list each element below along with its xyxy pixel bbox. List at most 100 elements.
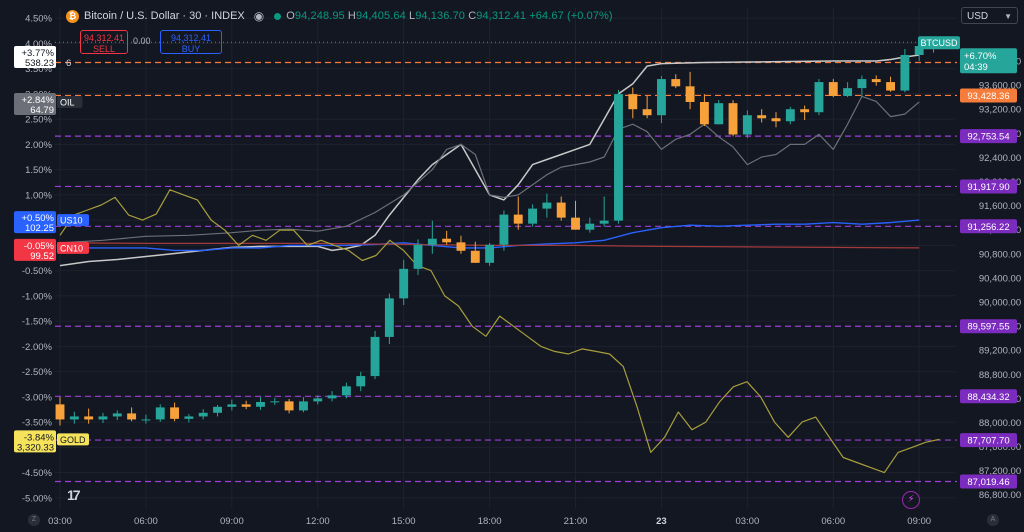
price-level-label: 87,707.70 xyxy=(960,433,1017,448)
price-level-label: 91,917.90 xyxy=(960,179,1017,194)
price-level-label: 89,597.55 xyxy=(960,319,1017,334)
price-level-label-text: 91,917.90 xyxy=(967,182,1009,193)
buy-price: 94,312.41 xyxy=(170,33,212,43)
left-axis-tick: 2.00% xyxy=(25,140,52,151)
zoom-reset-button[interactable]: Z xyxy=(28,514,40,526)
left-axis-tick: -1.00% xyxy=(22,291,53,302)
candle-body xyxy=(84,416,94,420)
left-axis-tick: -3.00% xyxy=(22,392,53,403)
price-level-label: 93,428.36 xyxy=(960,88,1017,103)
candle-body xyxy=(771,118,781,122)
overlay-name-gold: GOLD xyxy=(60,435,86,445)
overlay-name-bg xyxy=(57,433,89,446)
x-axis-tick: 12:00 xyxy=(306,516,330,527)
candle-body xyxy=(828,82,838,96)
currency-selector[interactable]: USD ▼ xyxy=(961,7,1018,24)
overlay-name-bg xyxy=(57,241,89,254)
candle-body xyxy=(256,401,265,407)
candle-body xyxy=(170,407,180,419)
candle-body xyxy=(98,416,108,420)
chart-header: ₿ Bitcoin / U.S. Dollar · 30 · INDEX ◉ O… xyxy=(0,6,613,26)
overlay-name-us10: US10 xyxy=(60,216,83,226)
sell-button[interactable]: 94,312.41 SELL xyxy=(80,30,128,54)
candle-body xyxy=(513,214,523,224)
overlay-name-bg xyxy=(57,95,83,108)
left-axis-tick: -0.50% xyxy=(22,266,53,277)
candle-body xyxy=(241,404,251,407)
tradingview-logo[interactable]: 17 xyxy=(67,487,81,503)
candle-body xyxy=(413,244,423,269)
candle-body xyxy=(470,250,480,263)
right-axis-tick: 86,800.00 xyxy=(979,490,1021,501)
currency-value: USD xyxy=(967,11,989,22)
price-level-label-text: 91,256.22 xyxy=(967,222,1009,233)
candle-body xyxy=(657,79,666,116)
x-axis-tick: 23 xyxy=(656,516,667,527)
right-axis-tick: 93,600.00 xyxy=(979,81,1021,92)
candle-body xyxy=(69,416,79,420)
overlay-name-oil: OIL xyxy=(60,97,75,107)
candle-body xyxy=(198,412,208,417)
left-axis-tick: 4.50% xyxy=(25,14,52,25)
price-level-label-bg xyxy=(960,433,1017,448)
right-axis-tick: 87,200.00 xyxy=(979,466,1021,477)
candle-body xyxy=(399,268,409,299)
buy-button[interactable]: 94,312.41 BUY xyxy=(160,30,222,54)
right-axis-tick: 87,600.00 xyxy=(979,442,1021,453)
candle-body xyxy=(914,46,924,55)
candle-body xyxy=(671,79,681,87)
price-level-label: 88,434.32 xyxy=(960,389,1017,404)
overlay-legend-value: 3,320.33 xyxy=(17,442,54,453)
overlay-legend-change: -0.05% xyxy=(24,241,55,252)
overlay-legend-value: 64.79 xyxy=(30,105,54,116)
candle-body xyxy=(857,79,867,89)
candle-body xyxy=(871,79,881,83)
candle-body xyxy=(886,82,895,91)
candle-body xyxy=(456,242,466,251)
candle-body xyxy=(155,407,165,420)
overlay-legend-label: -0.05%99.52 CN10 xyxy=(14,238,89,262)
price-level-label-bg xyxy=(960,88,1017,103)
candle-body xyxy=(485,244,495,263)
overlay-legend-change: +0.50% xyxy=(22,213,55,224)
price-level-label: 92,753.54 xyxy=(960,129,1017,144)
overlay-legend-bg xyxy=(14,238,56,261)
candle-body xyxy=(542,202,552,209)
candle-body xyxy=(270,401,280,403)
x-axis-tick: 21:00 xyxy=(564,516,588,527)
x-axis-tick: 09:00 xyxy=(220,516,244,527)
candle-body xyxy=(127,413,137,420)
price-level-label: 91,256.22 xyxy=(960,219,1017,234)
ohlc-values: O94,248.95 H94,405.64 L94,136.70 C94,312… xyxy=(286,10,613,22)
auto-scale-button[interactable]: A xyxy=(987,514,999,526)
overlay-legend-label: +3.77%538.23 6 xyxy=(14,45,71,69)
price-level-label-text: 92,753.54 xyxy=(967,132,1009,143)
chevron-down-icon: ▼ xyxy=(1004,12,1012,21)
price-level-label-text: 87,019.46 xyxy=(967,477,1009,488)
x-axis-tick: 06:00 xyxy=(134,516,158,527)
candle-body xyxy=(800,109,810,113)
price-level-label-text: 88,434.32 xyxy=(967,392,1009,403)
right-axis-tick: 88,000.00 xyxy=(979,418,1021,429)
candle-body xyxy=(814,82,824,113)
overlay-legend-change: +2.84% xyxy=(22,95,55,106)
candle-body xyxy=(184,416,194,419)
candle-body xyxy=(499,214,509,245)
candle-body xyxy=(341,386,351,396)
candle-body xyxy=(284,401,294,411)
market-status-dot xyxy=(274,12,282,20)
candle-body xyxy=(299,401,308,411)
candle-body xyxy=(628,94,638,110)
x-axis-tick: 03:00 xyxy=(735,516,759,527)
right-axis-tick: 91,600.00 xyxy=(979,201,1021,212)
candle-body xyxy=(384,298,394,337)
lightning-icon[interactable]: ⚡ xyxy=(902,491,920,509)
candle-body xyxy=(356,376,366,387)
candle-body xyxy=(685,86,695,102)
eye-icon[interactable]: ◉ xyxy=(253,9,265,23)
symbol-title[interactable]: Bitcoin / U.S. Dollar · 30 · INDEX xyxy=(84,10,245,22)
comparison-line-gold xyxy=(59,189,940,474)
candle-body xyxy=(112,413,122,417)
candle-body xyxy=(556,202,566,218)
